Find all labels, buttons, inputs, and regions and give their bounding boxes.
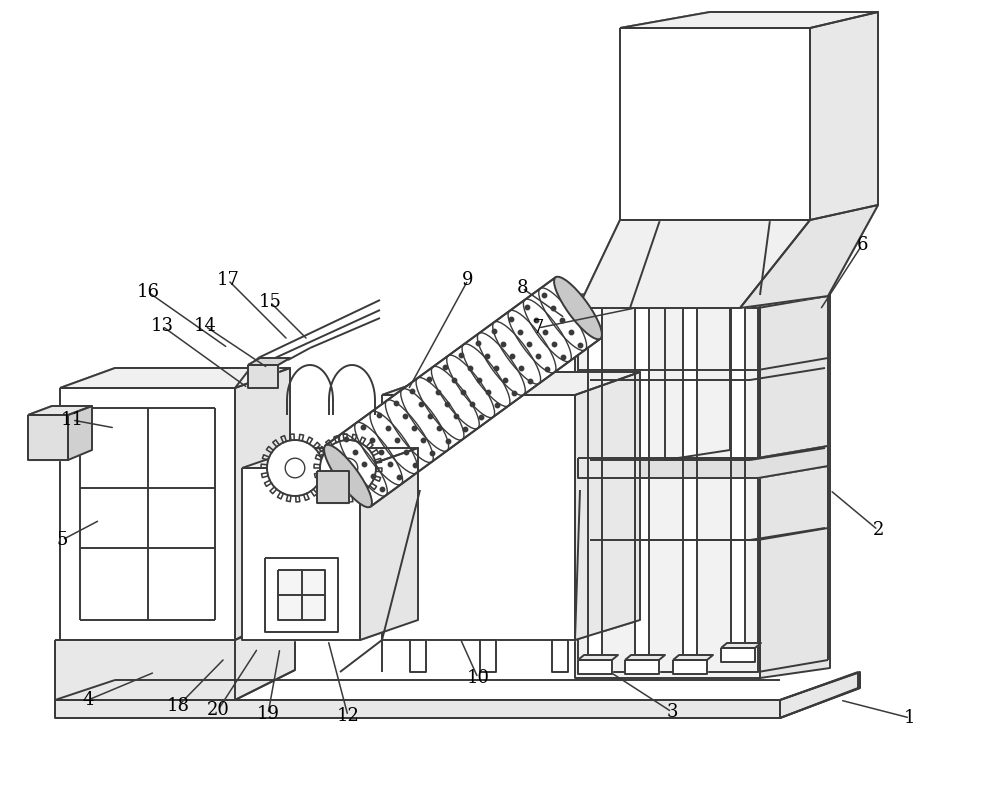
- Polygon shape: [235, 368, 290, 640]
- Polygon shape: [552, 640, 568, 672]
- Polygon shape: [55, 672, 860, 718]
- Polygon shape: [673, 655, 713, 660]
- Polygon shape: [28, 415, 68, 460]
- Polygon shape: [635, 308, 649, 665]
- Polygon shape: [721, 648, 755, 662]
- Text: 4: 4: [82, 691, 94, 709]
- Polygon shape: [60, 388, 235, 640]
- Polygon shape: [810, 12, 878, 220]
- Text: 8: 8: [516, 279, 528, 297]
- Polygon shape: [625, 660, 659, 674]
- Polygon shape: [28, 406, 92, 415]
- Polygon shape: [68, 406, 92, 460]
- Polygon shape: [740, 205, 878, 308]
- Polygon shape: [721, 643, 761, 648]
- Text: 11: 11: [60, 411, 84, 429]
- Polygon shape: [620, 12, 878, 28]
- Polygon shape: [248, 358, 290, 365]
- Polygon shape: [675, 658, 705, 672]
- Ellipse shape: [324, 444, 372, 507]
- Polygon shape: [578, 655, 618, 660]
- Polygon shape: [580, 658, 610, 672]
- Text: 18: 18: [166, 697, 190, 715]
- Polygon shape: [620, 28, 810, 220]
- Text: 12: 12: [337, 707, 359, 725]
- Polygon shape: [278, 570, 325, 620]
- Text: 1: 1: [904, 709, 916, 727]
- Text: 20: 20: [207, 701, 229, 719]
- Polygon shape: [627, 658, 657, 672]
- Polygon shape: [60, 368, 290, 388]
- Polygon shape: [360, 448, 418, 640]
- Text: 17: 17: [217, 271, 239, 289]
- Polygon shape: [625, 655, 665, 660]
- Circle shape: [320, 440, 376, 496]
- Polygon shape: [480, 640, 496, 672]
- Text: 10: 10: [466, 669, 490, 687]
- Polygon shape: [326, 277, 600, 507]
- Text: 7: 7: [532, 319, 544, 337]
- Text: 16: 16: [136, 283, 160, 301]
- Text: 13: 13: [150, 317, 174, 335]
- Polygon shape: [265, 558, 338, 632]
- Text: 6: 6: [856, 236, 868, 254]
- Polygon shape: [382, 395, 575, 640]
- Polygon shape: [723, 646, 753, 660]
- Text: 19: 19: [256, 705, 280, 723]
- Text: 9: 9: [462, 271, 474, 289]
- Polygon shape: [578, 220, 810, 308]
- Polygon shape: [248, 365, 278, 388]
- Polygon shape: [242, 468, 360, 640]
- Text: 2: 2: [872, 521, 884, 539]
- Polygon shape: [588, 308, 602, 665]
- Text: 5: 5: [56, 531, 68, 549]
- Polygon shape: [683, 308, 697, 665]
- Polygon shape: [578, 660, 612, 674]
- Circle shape: [267, 440, 323, 496]
- Ellipse shape: [554, 277, 602, 340]
- Polygon shape: [760, 268, 830, 678]
- Text: 14: 14: [194, 317, 216, 335]
- Polygon shape: [575, 280, 760, 678]
- Text: 15: 15: [259, 293, 281, 311]
- Text: 3: 3: [666, 703, 678, 721]
- Polygon shape: [242, 448, 418, 468]
- Polygon shape: [382, 372, 640, 395]
- Polygon shape: [317, 470, 349, 503]
- Polygon shape: [731, 298, 745, 655]
- Polygon shape: [410, 640, 426, 672]
- Polygon shape: [575, 372, 640, 640]
- Polygon shape: [673, 660, 707, 674]
- Polygon shape: [55, 616, 295, 700]
- Polygon shape: [578, 446, 828, 478]
